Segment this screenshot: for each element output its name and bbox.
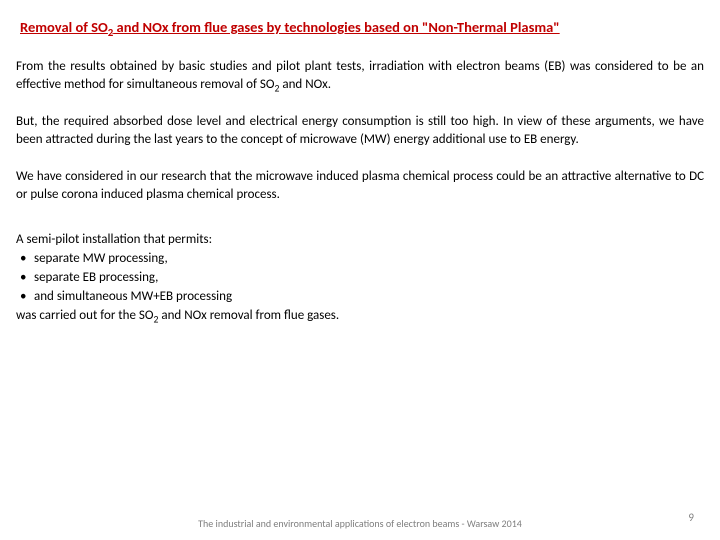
bullet-intro: A semi-pilot installation that permits: [16,231,704,250]
slide-footer: The industrial and environmental applica… [0,518,720,530]
bullet-item-3: and simultaneous MW+EB processing [16,288,704,307]
paragraph-1: From the results obtained by basic studi… [14,58,706,93]
bullet-block: A semi-pilot installation that permits: … [14,231,706,325]
slide-title: Removal of SO2 and NOx from flue gases b… [14,18,706,36]
outro-a: was carried out for the SO [16,308,153,323]
bullet-item-2: separate EB processing, [16,269,704,288]
bullet-outro: was carried out for the SO2 and NOx remo… [16,307,704,326]
footer-text: The industrial and environmental applica… [0,518,720,530]
paragraph-3: We have considered in our research that … [14,168,706,203]
paragraph-2: But, the required absorbed dose level an… [14,113,706,148]
bullet-item-1: separate MW processing, [16,250,704,269]
slide-content: Removal of SO2 and NOx from flue gases b… [0,0,720,540]
page-number: 9 [688,511,694,524]
outro-b: and NOx removal from flue gases. [158,308,339,323]
p1-b: and NOx. [279,77,331,92]
title-prefix: Removal of SO [20,18,108,36]
p1-a: From the results obtained by basic studi… [16,59,704,92]
title-mid: and NOx from flue gases by technologies … [113,18,559,36]
